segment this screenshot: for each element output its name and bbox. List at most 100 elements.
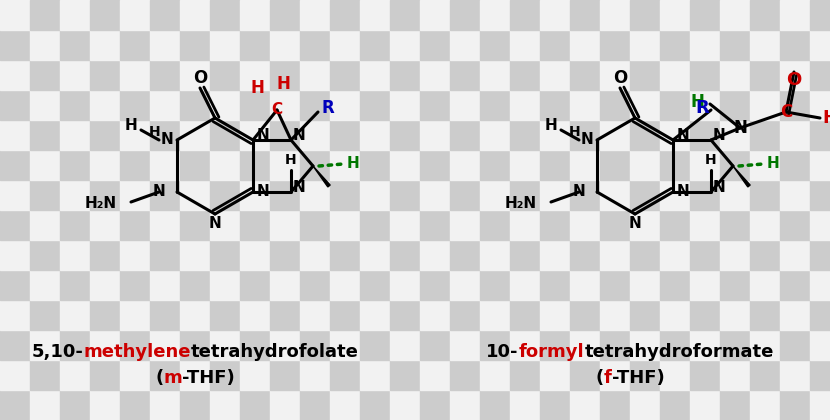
- Text: H: H: [823, 109, 830, 127]
- Bar: [210, 30, 240, 60]
- Text: m: m: [164, 369, 182, 387]
- Text: N: N: [153, 184, 165, 200]
- Bar: [150, 240, 180, 270]
- Bar: [300, 90, 330, 120]
- Text: tetrahydroformate: tetrahydroformate: [584, 343, 774, 361]
- Bar: [750, 390, 780, 420]
- Bar: [240, 90, 270, 120]
- Bar: [210, 390, 240, 420]
- Bar: [780, 90, 810, 120]
- Bar: [360, 210, 390, 240]
- Bar: [210, 210, 240, 240]
- Bar: [810, 0, 830, 30]
- Bar: [420, 30, 450, 60]
- Bar: [450, 210, 480, 240]
- Bar: [810, 360, 830, 390]
- Bar: [210, 270, 240, 300]
- Bar: [510, 30, 540, 60]
- Bar: [390, 330, 420, 360]
- Bar: [60, 240, 90, 270]
- Bar: [600, 180, 630, 210]
- Bar: [570, 60, 600, 90]
- Bar: [330, 90, 360, 120]
- Bar: [720, 360, 750, 390]
- Bar: [720, 120, 750, 150]
- Bar: [690, 300, 720, 330]
- Bar: [600, 60, 630, 90]
- Text: H: H: [767, 157, 779, 171]
- Bar: [0, 180, 30, 210]
- Bar: [270, 360, 300, 390]
- Bar: [690, 180, 720, 210]
- Bar: [0, 0, 30, 30]
- Bar: [30, 360, 60, 390]
- Polygon shape: [733, 166, 750, 187]
- Bar: [810, 330, 830, 360]
- Text: H: H: [250, 79, 264, 97]
- Bar: [750, 30, 780, 60]
- Bar: [150, 300, 180, 330]
- Bar: [270, 270, 300, 300]
- Text: C: C: [780, 103, 792, 121]
- Bar: [60, 30, 90, 60]
- Bar: [660, 270, 690, 300]
- Text: H: H: [569, 125, 581, 139]
- Bar: [420, 60, 450, 90]
- Bar: [810, 300, 830, 330]
- Bar: [720, 330, 750, 360]
- Bar: [300, 60, 330, 90]
- Bar: [390, 300, 420, 330]
- Text: -THF): -THF): [612, 369, 665, 387]
- Text: (: (: [155, 369, 164, 387]
- Bar: [450, 390, 480, 420]
- Bar: [570, 120, 600, 150]
- Bar: [150, 150, 180, 180]
- Text: N: N: [293, 129, 305, 144]
- Bar: [780, 150, 810, 180]
- Bar: [60, 210, 90, 240]
- Bar: [390, 120, 420, 150]
- Bar: [240, 240, 270, 270]
- Bar: [60, 60, 90, 90]
- Bar: [120, 360, 150, 390]
- Bar: [660, 180, 690, 210]
- Bar: [630, 120, 660, 150]
- Bar: [420, 330, 450, 360]
- Bar: [150, 390, 180, 420]
- Bar: [180, 30, 210, 60]
- Text: -THF): -THF): [182, 369, 235, 387]
- Bar: [180, 60, 210, 90]
- Bar: [30, 0, 60, 30]
- Bar: [600, 270, 630, 300]
- Text: N: N: [573, 184, 585, 200]
- Text: f: f: [603, 369, 612, 387]
- Bar: [810, 240, 830, 270]
- Bar: [480, 90, 510, 120]
- Bar: [360, 390, 390, 420]
- Bar: [150, 90, 180, 120]
- Bar: [240, 120, 270, 150]
- Bar: [30, 120, 60, 150]
- Bar: [180, 330, 210, 360]
- Text: R: R: [696, 99, 709, 117]
- Bar: [90, 180, 120, 210]
- Bar: [810, 180, 830, 210]
- Bar: [180, 120, 210, 150]
- Bar: [180, 390, 210, 420]
- Bar: [90, 30, 120, 60]
- Bar: [270, 0, 300, 30]
- Bar: [750, 60, 780, 90]
- Bar: [150, 360, 180, 390]
- Text: methylene: methylene: [83, 343, 191, 361]
- Bar: [90, 390, 120, 420]
- Bar: [750, 120, 780, 150]
- Bar: [330, 360, 360, 390]
- Bar: [600, 120, 630, 150]
- Bar: [690, 210, 720, 240]
- Bar: [690, 30, 720, 60]
- Bar: [750, 180, 780, 210]
- Bar: [540, 60, 570, 90]
- Bar: [30, 330, 60, 360]
- Bar: [30, 60, 60, 90]
- Bar: [600, 210, 630, 240]
